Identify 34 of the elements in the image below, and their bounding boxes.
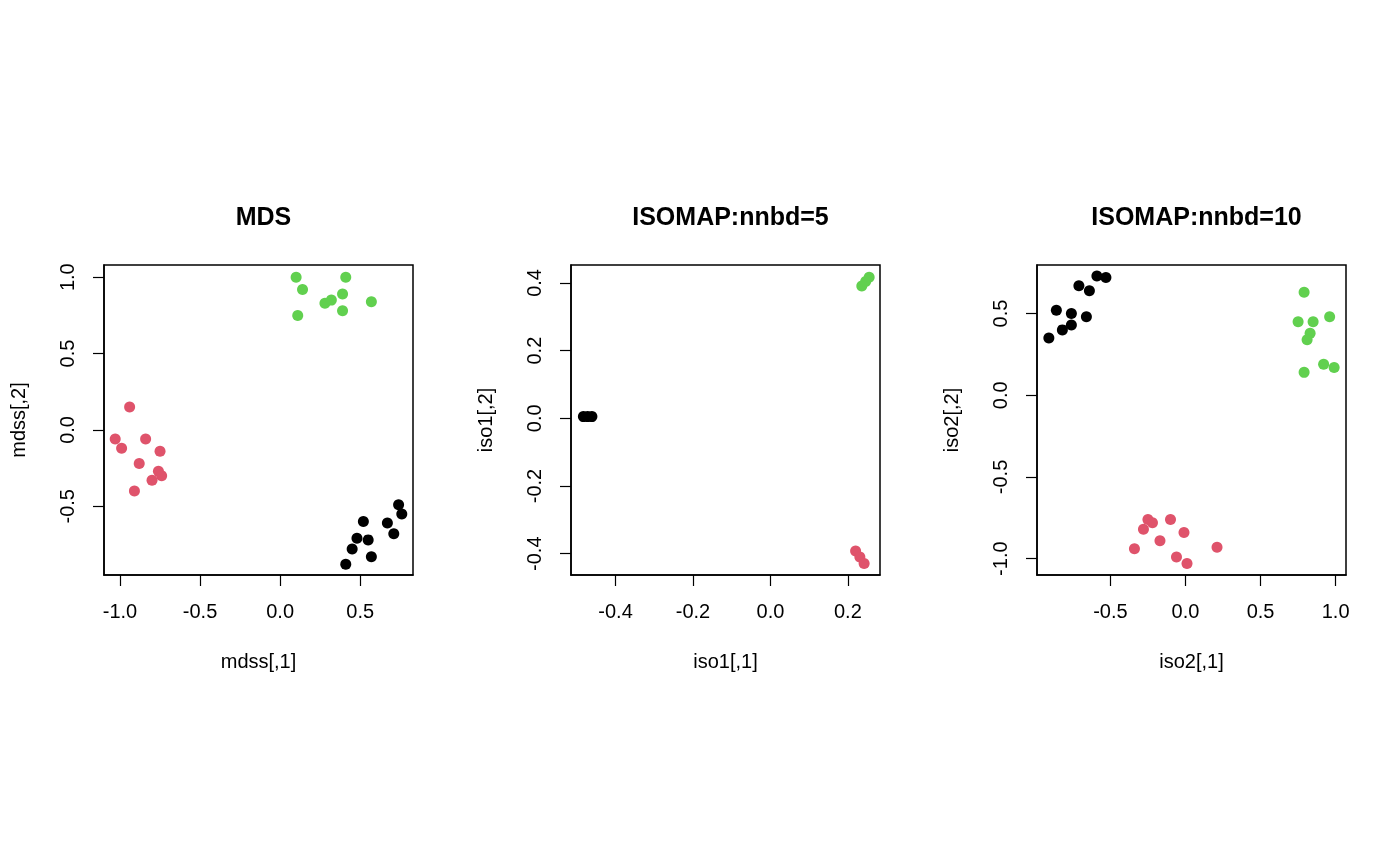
- y-axis-title: mdss[,2]: [7, 382, 29, 458]
- chart-title: MDS: [235, 201, 292, 230]
- y-tick-label: 0.5: [989, 299, 1012, 328]
- chart-title: ISOMAP:nnbd=10: [1091, 201, 1303, 230]
- chart-title: ISOMAP:nnbd=5: [631, 201, 829, 230]
- x-tick-label: 0.5: [1246, 600, 1275, 622]
- x-tick-label: 0.0: [756, 600, 784, 622]
- x-axis-title: iso1[,1]: [692, 650, 758, 672]
- y-tick-label: -0.4: [522, 536, 545, 571]
- x-tick-label: 0.0: [1171, 600, 1200, 622]
- y-tick-label: -0.2: [522, 468, 545, 504]
- y-tick-label: 0.0: [522, 404, 545, 433]
- x-axis-title: mdss[,1]: [220, 650, 297, 672]
- y-tick-label: 0.4: [522, 269, 545, 297]
- y-tick-label: 0.0: [989, 381, 1012, 410]
- y-tick-label: -0.5: [56, 489, 78, 524]
- y-tick-label: -1.0: [989, 541, 1012, 576]
- x-tick-label: 0.0: [266, 600, 295, 622]
- x-tick-label: -0.5: [1093, 600, 1128, 622]
- x-tick-label: -0.2: [675, 600, 710, 622]
- x-tick-label: -0.5: [182, 600, 218, 622]
- x-tick-label: 0.2: [833, 600, 862, 622]
- y-tick-label: 1.0: [56, 263, 78, 292]
- y-tick-label: 0.2: [522, 336, 545, 365]
- y-tick-label: 0.0: [56, 416, 78, 444]
- x-tick-label: 0.5: [346, 600, 375, 622]
- x-tick-label: 1.0: [1322, 600, 1350, 622]
- y-tick-label: -0.5: [989, 459, 1012, 495]
- x-tick-label: -1.0: [102, 600, 138, 622]
- y-tick-label: 0.5: [56, 339, 78, 368]
- x-tick-label: -0.4: [597, 600, 633, 622]
- y-axis-title: iso2[,2]: [940, 387, 963, 453]
- x-axis-title: iso2[,1]: [1159, 650, 1225, 672]
- y-axis-title: iso1[,2]: [473, 387, 496, 453]
